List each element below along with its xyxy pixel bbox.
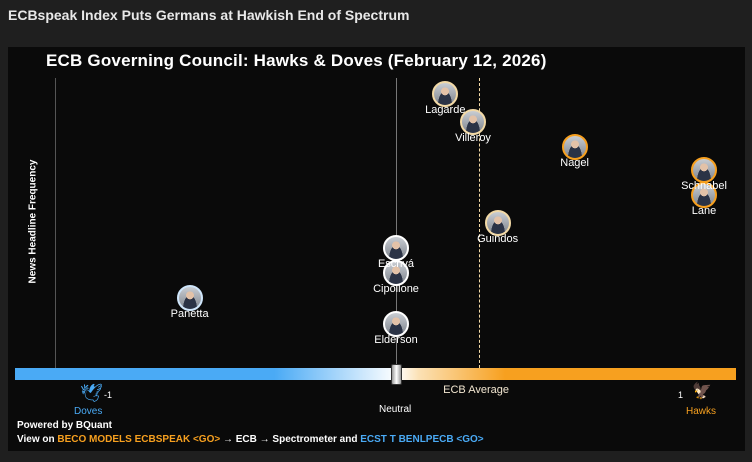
point-label: Escrivá	[377, 258, 415, 270]
ecb-average-line	[479, 78, 481, 368]
left-axis-line	[55, 78, 56, 368]
neutral-label: Neutral	[379, 404, 412, 415]
path-text: → ECB → Spectrometer and	[222, 434, 358, 445]
point-label: Panetta	[170, 308, 209, 321]
spectrum-bar	[15, 368, 736, 380]
dove-value: -1	[104, 390, 113, 400]
chart-title: ECB Governing Council: Hawks & Doves (Fe…	[46, 51, 547, 70]
avatar	[383, 260, 409, 287]
chart-panel	[8, 47, 745, 451]
avatar	[691, 156, 717, 183]
point-label: Nagel	[560, 157, 589, 170]
neutral-marker	[391, 364, 402, 385]
avatar	[383, 310, 409, 337]
avatar	[460, 109, 486, 135]
neutral-line	[396, 78, 397, 368]
hawk-icon: 🦅	[692, 383, 712, 400]
command-ecbspeak[interactable]: BECO MODELS ECBSPEAK <GO>	[57, 434, 221, 445]
avatar	[561, 134, 588, 161]
avatar	[383, 235, 409, 261]
point-label: Guindos	[477, 232, 519, 245]
hawks-label: Hawks	[686, 406, 717, 417]
ecb-average-label: ECB Average	[443, 384, 509, 396]
point-label: Elderson	[374, 333, 418, 346]
view-on-text: View on	[17, 434, 55, 445]
avatar	[176, 285, 203, 312]
page-title: ECBspeak Index Puts Germans at Hawkish E…	[8, 7, 410, 23]
avatar	[484, 209, 511, 236]
avatar	[432, 81, 459, 107]
doves-label: Doves	[74, 406, 103, 417]
hawk-value: 1	[678, 390, 684, 400]
view-on-line: View on BECO MODELS ECBSPEAK <GO> → ECB …	[17, 434, 484, 445]
point-label: Schnabel	[681, 179, 727, 192]
powered-by: Powered by BQuant	[17, 420, 113, 431]
point-label: Villeroy	[455, 132, 491, 144]
y-axis-label: News Headline Frequency	[27, 159, 39, 284]
dove-icon: 🕊	[80, 383, 103, 403]
point-label: Lane	[691, 204, 717, 217]
point-label: Cipollone	[373, 283, 419, 296]
point-label: Lagarde	[425, 104, 466, 116]
avatar	[691, 181, 717, 208]
command-benlpecb[interactable]: ECST T BENLPECB <GO>	[360, 434, 484, 445]
